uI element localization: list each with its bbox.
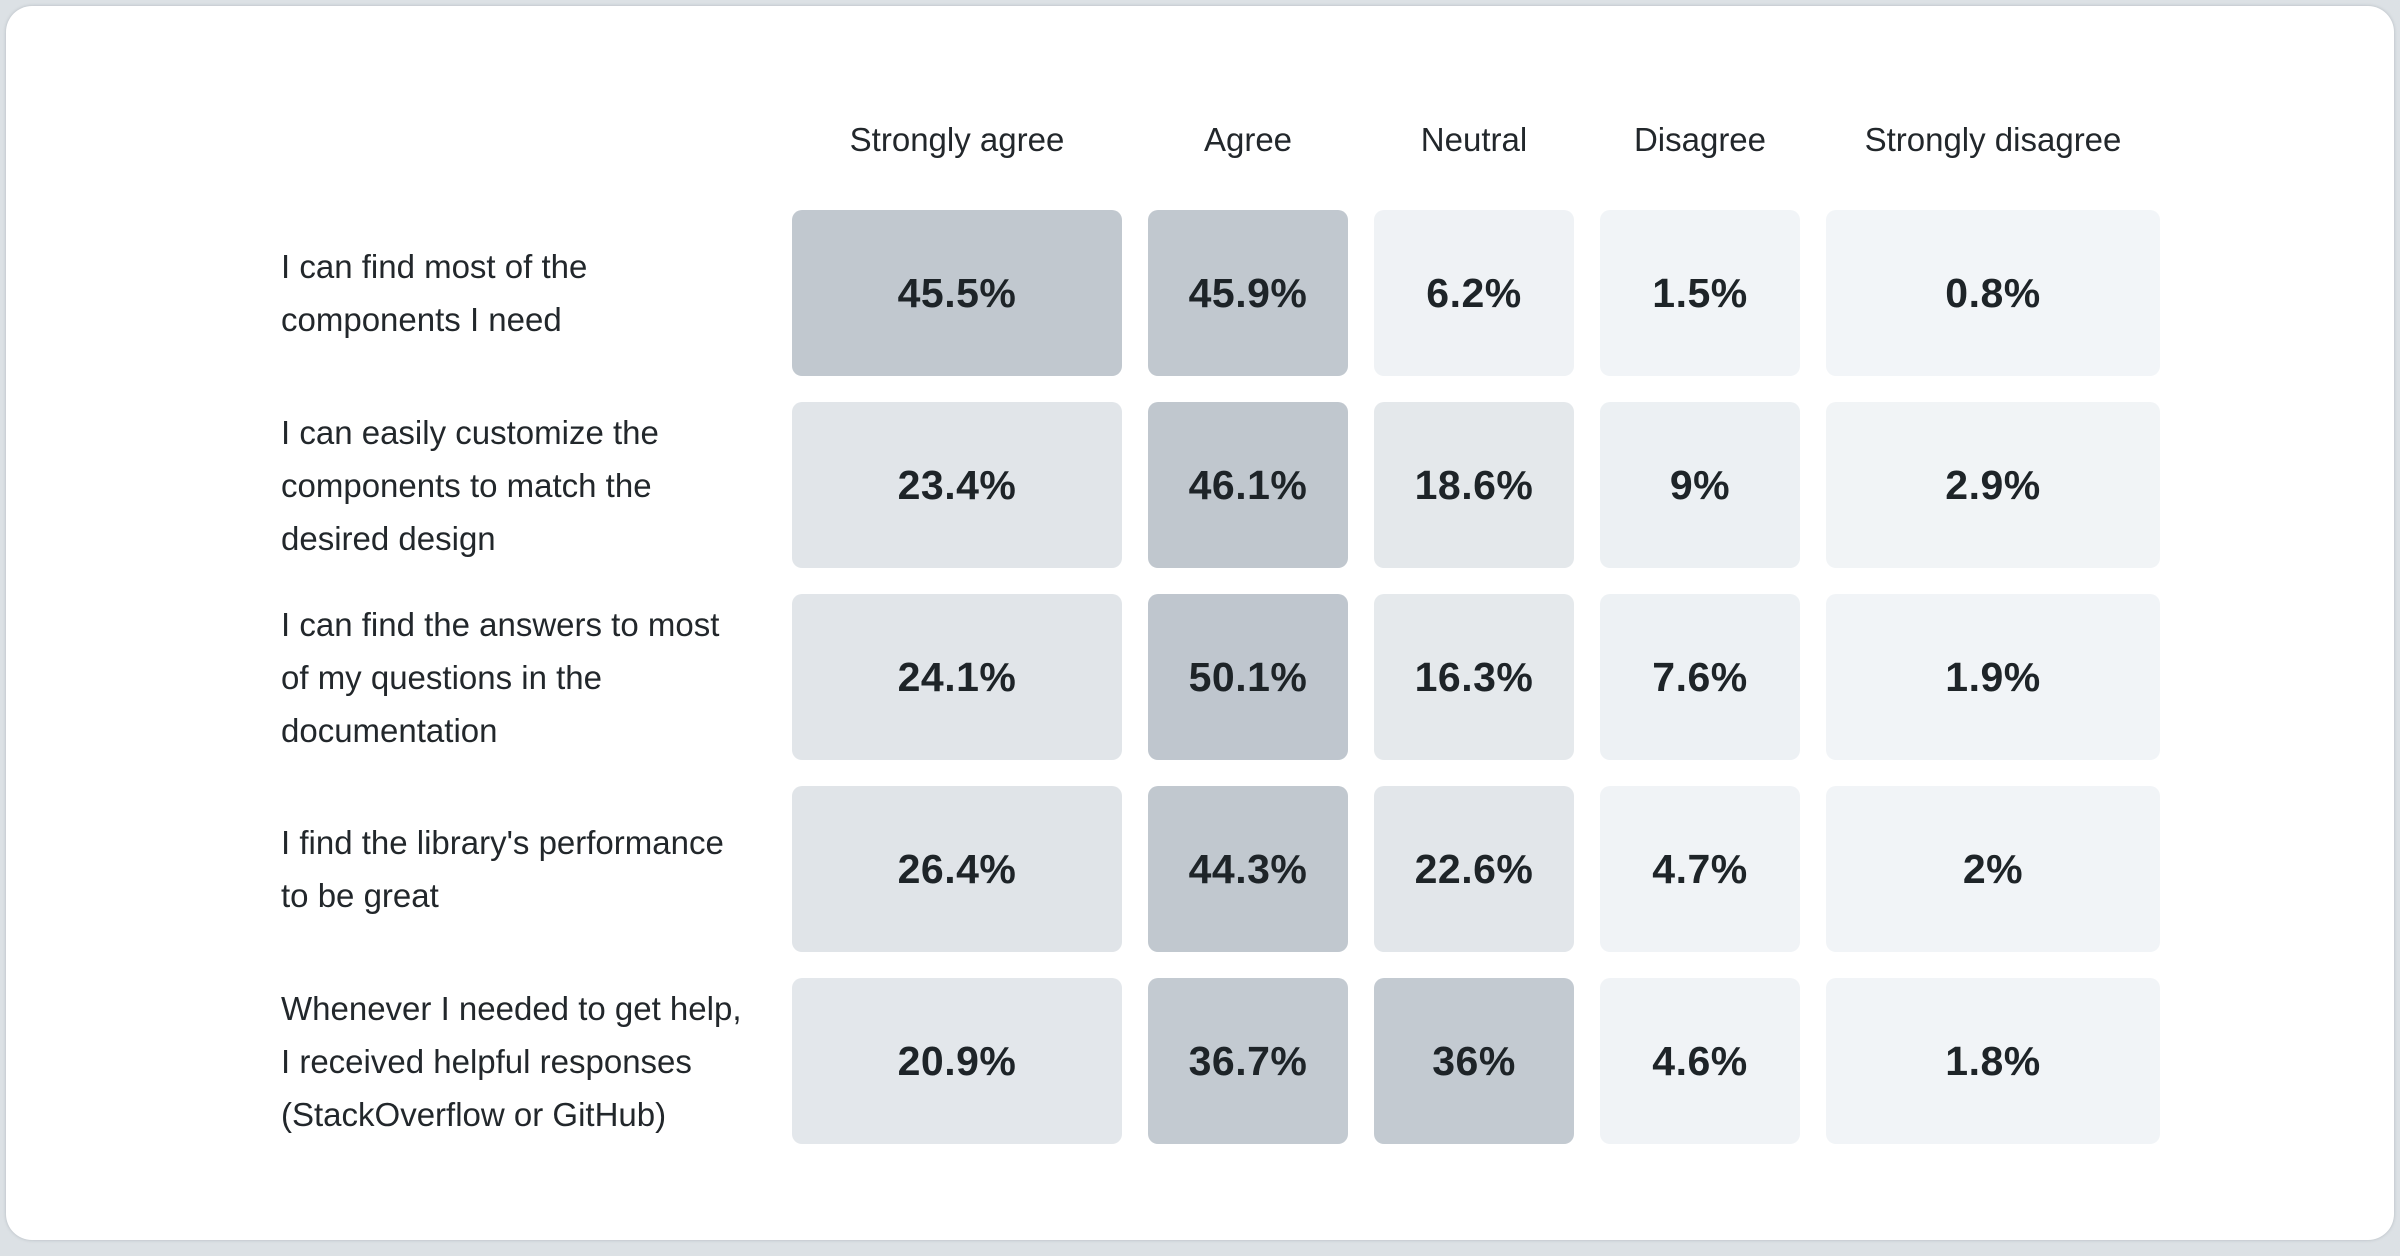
heat-cell: 45.5% <box>792 210 1122 376</box>
heat-cell-value: 26.4% <box>897 845 1017 892</box>
heat-cell-value: 50.1% <box>1188 653 1308 700</box>
heat-cell: 1.9% <box>1826 594 2160 760</box>
table-row-label: Whenever I needed to get help, I receive… <box>281 978 766 1144</box>
heat-cell: 36.7% <box>1148 978 1348 1144</box>
heat-cell-value: 36.7% <box>1188 1037 1308 1084</box>
heat-cell-value: 20.9% <box>897 1037 1017 1084</box>
column-header-strongly-disagree: Strongly disagree <box>1864 121 2122 158</box>
heat-cell-value: 4.6% <box>1652 1037 1748 1084</box>
heat-cell: 2% <box>1826 786 2160 952</box>
table-row-label: I can easily customize the components to… <box>281 402 766 568</box>
heat-cell-value: 45.5% <box>897 269 1017 316</box>
heat-cell-value: 2.9% <box>1945 461 2041 508</box>
heat-cell-value: 7.6% <box>1652 653 1748 700</box>
heat-cell-value: 4.7% <box>1652 845 1748 892</box>
heat-cell: 7.6% <box>1600 594 1800 760</box>
row-label-text: I can easily customize the components to… <box>281 413 659 557</box>
column-header-agree: Agree <box>1203 121 1293 158</box>
row-label-text: I find the library's performance to be g… <box>281 824 724 914</box>
heat-cell-value: 16.3% <box>1414 653 1534 700</box>
heat-cell-value: 2% <box>1962 845 2024 892</box>
row-label-text: Whenever I needed to get help, I receive… <box>281 989 742 1133</box>
heat-cell: 24.1% <box>792 594 1122 760</box>
heat-cell: 45.9% <box>1148 210 1348 376</box>
column-header-disagree: Disagree <box>1633 121 1767 158</box>
heat-cell: 4.7% <box>1600 786 1800 952</box>
heat-cell: 44.3% <box>1148 786 1348 952</box>
heat-cell-value: 46.1% <box>1188 461 1308 508</box>
heat-cell-value: 1.8% <box>1945 1037 2041 1084</box>
heat-cell-value: 0.8% <box>1945 269 2041 316</box>
heat-cell: 0.8% <box>1826 210 2160 376</box>
heat-cell-value: 22.6% <box>1414 845 1534 892</box>
heat-cell: 50.1% <box>1148 594 1348 760</box>
heat-cell-value: 24.1% <box>897 653 1017 700</box>
heat-cell: 16.3% <box>1374 594 1574 760</box>
heat-cell: 26.4% <box>792 786 1122 952</box>
table-row-label: I can find most of the components I need <box>281 210 766 376</box>
heat-cell: 6.2% <box>1374 210 1574 376</box>
heat-cell: 23.4% <box>792 402 1122 568</box>
table-row-label: I can find the answers to most of my que… <box>281 594 766 760</box>
heat-cell-value: 44.3% <box>1188 845 1308 892</box>
heat-cell-value: 36% <box>1432 1037 1516 1084</box>
heat-cell: 22.6% <box>1374 786 1574 952</box>
heat-cell: 4.6% <box>1600 978 1800 1144</box>
column-headers: Strongly agree Agree Neutral Disagree St… <box>281 115 2394 165</box>
heat-cell-value: 9% <box>1669 461 1731 508</box>
heat-cell: 36% <box>1374 978 1574 1144</box>
survey-results-card: Strongly agree Agree Neutral Disagree St… <box>6 6 2394 1240</box>
heat-cell: 1.8% <box>1826 978 2160 1144</box>
heat-cell: 20.9% <box>792 978 1122 1144</box>
heat-cell: 9% <box>1600 402 1800 568</box>
heat-cell-value: 1.9% <box>1945 653 2041 700</box>
heat-cell-value: 23.4% <box>897 461 1017 508</box>
heat-cell-value: 1.5% <box>1652 269 1748 316</box>
column-header-strongly-agree: Strongly agree <box>849 121 1065 158</box>
table-row-label: I find the library's performance to be g… <box>281 786 766 952</box>
row-label-text: I can find the answers to most of my que… <box>281 605 720 749</box>
heat-cell-value: 6.2% <box>1426 269 1522 316</box>
heat-cell: 1.5% <box>1600 210 1800 376</box>
column-header-neutral: Neutral <box>1420 121 1528 158</box>
heat-cell: 2.9% <box>1826 402 2160 568</box>
heat-cell: 18.6% <box>1374 402 1574 568</box>
heat-cell-value: 18.6% <box>1414 461 1534 508</box>
row-label-text: I can find most of the components I need <box>281 248 588 338</box>
row-label-column-spacer <box>281 115 766 165</box>
heat-cell: 46.1% <box>1148 402 1348 568</box>
heatmap-body: I can find most of the components I need… <box>281 210 2394 1144</box>
heat-cell-value: 45.9% <box>1188 269 1308 316</box>
